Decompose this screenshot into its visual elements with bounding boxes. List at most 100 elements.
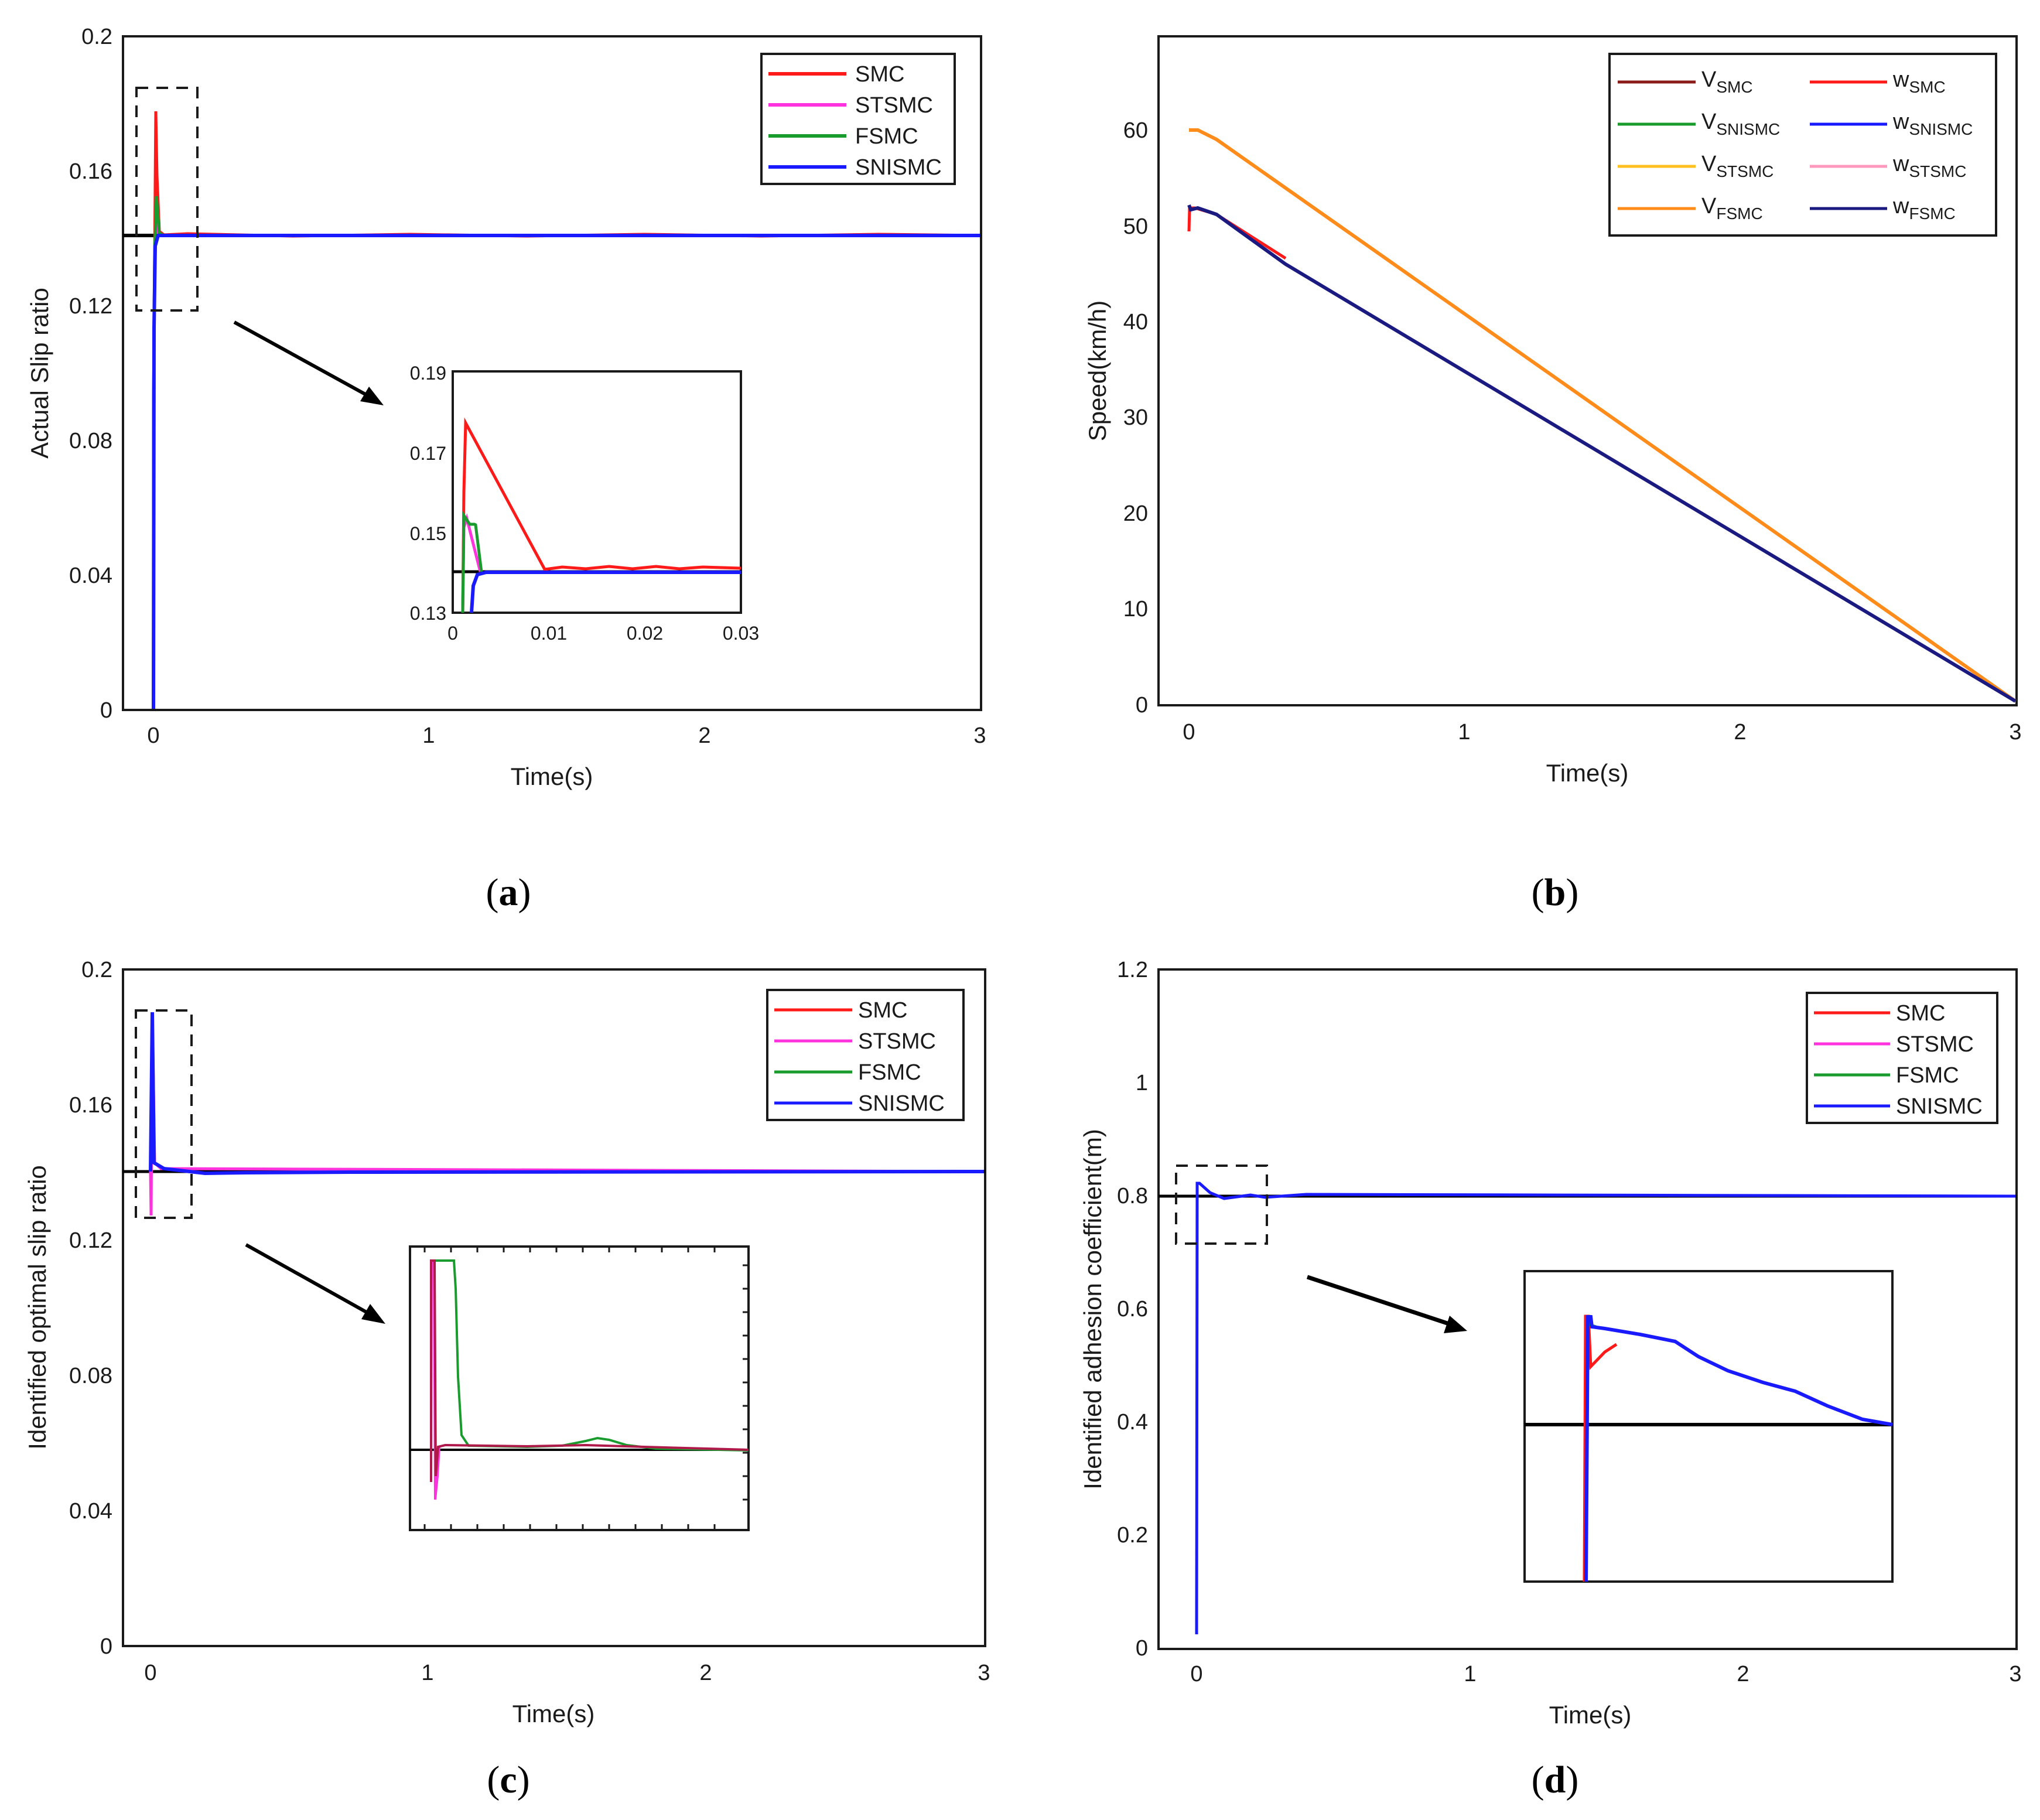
legend-label: VSMC [1701, 67, 1753, 96]
inset-x-tick-label: 0 [447, 623, 458, 644]
legend-label: wSNISMC [1892, 110, 1973, 138]
legend-label: STSMC [858, 1029, 936, 1054]
y-axis-label-b: Speed(km/h) [1084, 301, 1111, 441]
y-tick-label: 50 [1123, 214, 1148, 239]
y-tick-label: 0 [100, 1634, 112, 1659]
x-tick-label: 1 [1458, 720, 1470, 745]
inset-y-tick-label: 0.15 [410, 523, 446, 544]
y-tick-label: 0.08 [69, 429, 112, 453]
y-tick-label: 0.6 [1117, 1297, 1148, 1322]
y-tick-label: 40 [1123, 310, 1148, 334]
panel-b: 60 50 40 30 20 10 0 0 1 2 3 Time(s) Spee… [1084, 35, 2022, 914]
series-snismc-line [152, 234, 980, 709]
zoom-arrow-d [1306, 1275, 1454, 1327]
zoom-arrow-a [233, 320, 376, 401]
y-axis-label-a: Actual Slip ratio [26, 288, 53, 459]
y-tick-label: 0.08 [69, 1364, 112, 1388]
legend-label: SNISMC [1896, 1094, 1983, 1119]
inset-y-tick-label: 0.19 [410, 363, 446, 384]
y-ticks-a: 0.2 0.16 0.12 0.08 0.04 0 [69, 25, 112, 723]
y-tick-label: 0.2 [1117, 1523, 1148, 1548]
x-tick-label: 1 [421, 1661, 433, 1685]
panel-label-a: (a) [486, 871, 531, 914]
panel-a: 0.2 0.16 0.12 0.08 0.04 0 0 1 2 3 Time(s… [26, 25, 986, 914]
inset-d [1523, 1270, 1894, 1583]
inset-series-smc [1583, 1314, 1618, 1582]
y-tick-label: 0.12 [69, 1228, 112, 1253]
legend-label: wSTSMC [1892, 152, 1966, 180]
series-snismc-line [1195, 1182, 2016, 1635]
inset-series-snismc [1584, 1315, 1893, 1582]
y-ticks-b: 60 50 40 30 20 10 0 [1123, 118, 1148, 718]
legend-label: STSMC [855, 93, 933, 118]
y-tick-label: 0 [1136, 1636, 1148, 1661]
series-snismc-line [149, 1012, 985, 1176]
legend-label: SNISMC [855, 155, 942, 180]
y-tick-label: 0 [1136, 693, 1148, 718]
zoom-box-c [135, 1009, 193, 1219]
x-tick-label: 0 [147, 723, 159, 748]
zoom-arrow-c [245, 1243, 376, 1319]
y-tick-label: 0.2 [81, 958, 112, 982]
y-tick-label: 1.2 [1117, 958, 1148, 982]
inset-a: 0.19 0.17 0.15 0.13 0 0.01 0.02 0.03 [410, 363, 759, 644]
y-tick-label: 30 [1123, 405, 1148, 430]
legend-label: FSMC [858, 1060, 921, 1085]
inset-series-fsmc [461, 510, 483, 613]
x-axis-label-d: Time(s) [1549, 1701, 1632, 1729]
x-axis-label-b: Time(s) [1546, 759, 1629, 787]
legend-label: wSMC [1892, 67, 1946, 96]
y-axis-label-d: Identified adhesion coefficient(m) [1079, 1129, 1106, 1490]
legend-b: VSMC wSMC VSNISMC wSNISMC VSTSMC wSTSMC … [1608, 53, 1997, 237]
legend-label: SMC [858, 998, 907, 1023]
x-ticks-c: 0 1 2 3 [144, 1661, 990, 1685]
zoom-arrow-head-c [361, 1304, 385, 1324]
y-tick-label: 1 [1136, 1071, 1148, 1095]
y-tick-label: 0.16 [69, 1093, 112, 1118]
y-tick-label: 0.8 [1117, 1184, 1148, 1208]
inset-x-tick-label: 0.03 [723, 623, 759, 644]
x-tick-label: 2 [699, 1661, 712, 1685]
x-ticks-a: 0 1 2 3 [147, 723, 986, 748]
inset-x-tick-label: 0.02 [627, 623, 663, 644]
panel-d: 1.2 1 0.8 0.6 0.4 0.2 0 0 1 2 3 Time(s) … [1079, 958, 2022, 1801]
x-axis-label-a: Time(s) [511, 763, 593, 790]
y-tick-label: 0.2 [81, 25, 112, 49]
x-tick-label: 0 [1190, 1662, 1202, 1686]
x-tick-label: 3 [2009, 1662, 2021, 1686]
zoom-arrow-head-a [360, 387, 384, 405]
series-w-fsmc-line [1187, 204, 2017, 703]
legend-label: FSMC [855, 124, 918, 149]
y-tick-label: 10 [1123, 597, 1148, 622]
panel-c: 0.2 0.16 0.12 0.08 0.04 0 0 1 2 3 Time(s… [23, 958, 990, 1801]
legend-label: SMC [1896, 1001, 1945, 1026]
legend-d: SMC STSMC FSMC SNISMC [1806, 992, 1998, 1124]
y-ticks-c: 0.2 0.16 0.12 0.08 0.04 0 [69, 958, 112, 1659]
zoom-arrow-head-d [1444, 1316, 1467, 1333]
inset-series-smc [430, 1259, 749, 1482]
inset-y-tick-label: 0.13 [410, 603, 446, 624]
panel-label-d: (d) [1532, 1758, 1579, 1801]
x-tick-label: 3 [973, 723, 986, 748]
zoom-box-d [1175, 1165, 1268, 1245]
panel-label-c: (c) [487, 1758, 529, 1801]
legend-label: FSMC [1896, 1063, 1959, 1088]
panel-label-b: (b) [1532, 871, 1579, 914]
legend-label: SNISMC [858, 1091, 945, 1116]
y-tick-label: 0.4 [1117, 1410, 1148, 1435]
x-ticks-d: 0 1 2 3 [1190, 1662, 2021, 1686]
legend-label: STSMC [1896, 1032, 1974, 1057]
inset-series-snismc [470, 571, 741, 613]
inset-x-tick-label: 0.01 [531, 623, 567, 644]
inset-c [409, 1245, 750, 1531]
y-axis-label-c: Identified optimal slip ratio [23, 1165, 51, 1450]
y-tick-label: 0.04 [69, 1499, 112, 1524]
y-tick-label: 0.04 [69, 564, 112, 588]
x-tick-label: 3 [2009, 720, 2021, 745]
zoom-box-a [135, 87, 199, 312]
y-ticks-d: 1.2 1 0.8 0.6 0.4 0.2 0 [1117, 958, 1148, 1661]
legend-label: VFSMC [1701, 194, 1763, 223]
legend-label: SMC [855, 62, 904, 87]
x-ticks-b: 0 1 2 3 [1183, 720, 2021, 745]
